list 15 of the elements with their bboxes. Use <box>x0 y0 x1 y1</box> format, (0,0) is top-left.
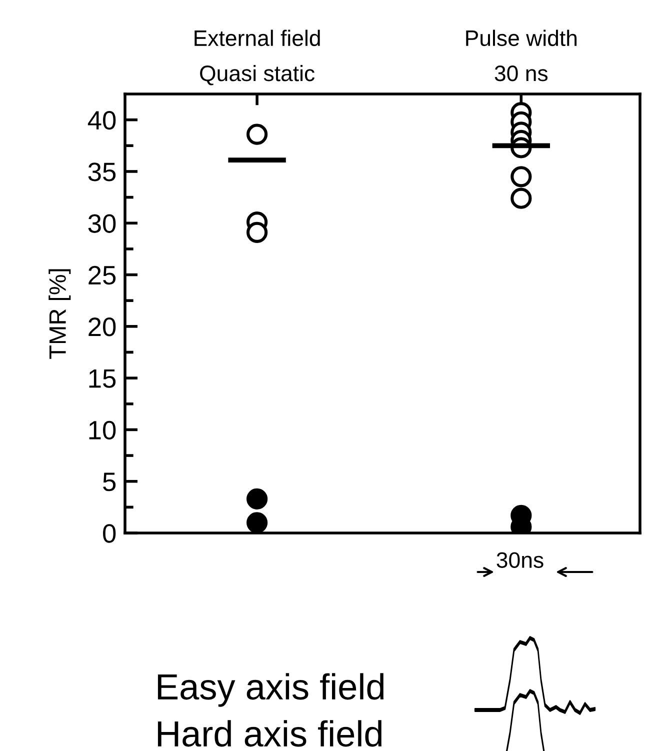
y-tick-label: 30 <box>88 214 116 233</box>
y-axis-title: TMR [%] <box>48 269 71 359</box>
y-tick-label: 40 <box>88 110 116 130</box>
text: Hard axis field <box>158 720 382 747</box>
x-tick-label: Pulse width 30 ns <box>466 30 577 82</box>
text: 30ns <box>496 552 544 568</box>
x-tick-label: External field Quasi static <box>194 30 320 86</box>
y-tick-label: 25 <box>88 266 116 285</box>
text: Easy axis field <box>158 673 384 707</box>
y-tick-label: 20 <box>88 318 116 336</box>
y-tick-label: 35 <box>88 162 116 182</box>
y-tick-label: 10 <box>89 420 116 440</box>
y-tick-label: 5 <box>103 472 116 492</box>
y-tick-label: 0 <box>103 524 116 543</box>
y-tick-label: 15 <box>89 369 116 388</box>
